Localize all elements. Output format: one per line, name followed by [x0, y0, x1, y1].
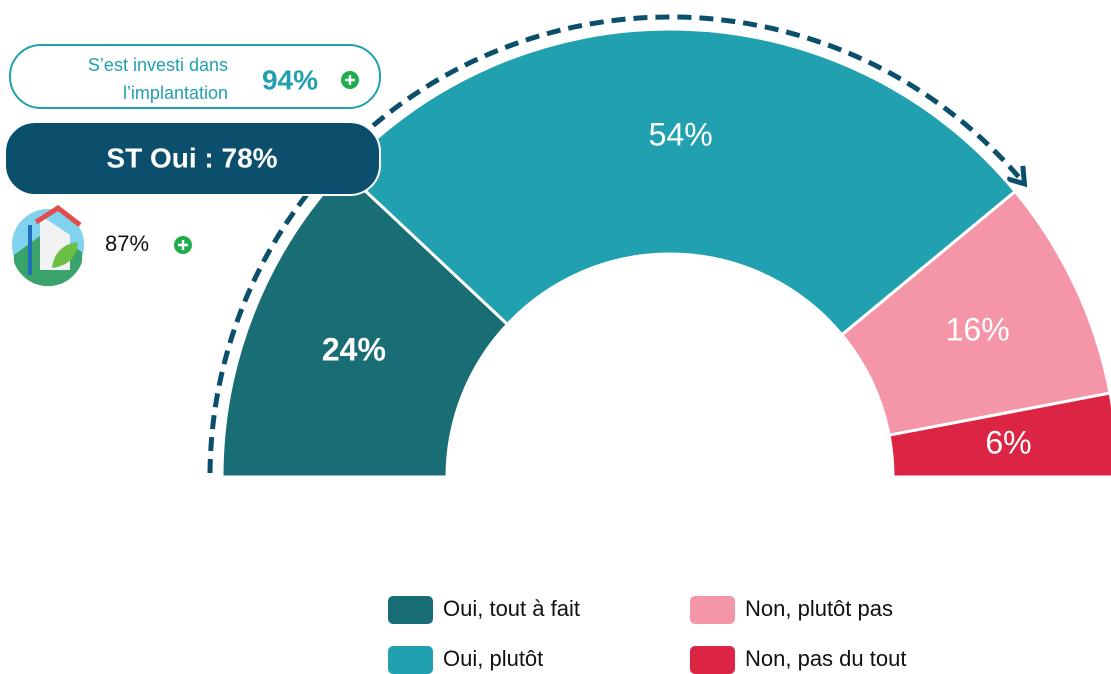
legend-swatch — [690, 596, 735, 624]
value-label: 54% — [649, 117, 713, 153]
dashed-arc — [207, 14, 1027, 474]
annotation-value: 94% — [262, 64, 318, 95]
total-text: ST Oui : 78% — [106, 142, 277, 173]
segment — [887, 391, 1111, 479]
legend-label: Non, pas du tout — [745, 646, 906, 671]
legend-label: Non, plutôt pas — [745, 596, 893, 621]
icon-value: 87% — [105, 231, 149, 256]
legend-swatch — [388, 596, 433, 624]
legend-swatch — [690, 646, 735, 674]
plus-icon — [174, 236, 192, 254]
icon — [12, 204, 84, 287]
annotations: S’est investi dans l’implantation 94% ST… — [4, 44, 381, 287]
legend-swatch — [388, 646, 433, 674]
legend-label: Oui, plutôt — [443, 646, 543, 671]
segment — [341, 27, 1018, 337]
annotation-box — [9, 44, 381, 109]
legend: Oui, tout à fait Oui, plutôt Non, plutôt p… — [388, 596, 906, 674]
value-label: 16% — [946, 312, 1010, 348]
annotation-text: S’est investi dans — [88, 55, 228, 75]
value-label: 6% — [985, 424, 1031, 460]
total-box — [4, 121, 381, 196]
annotation-text: l’implantation — [123, 83, 228, 103]
donut: 24% 54% 16% 6% — [220, 27, 1111, 479]
arrow-head — [1006, 165, 1028, 188]
value-label: 24% — [322, 331, 386, 367]
plus-icon — [341, 71, 359, 89]
legend-label: Oui, tout à fait — [443, 596, 580, 621]
